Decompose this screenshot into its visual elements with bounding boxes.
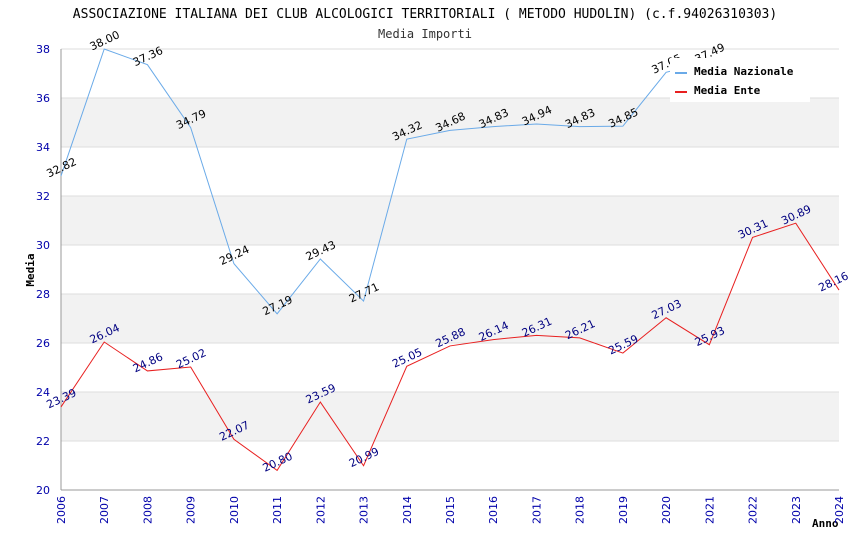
x-tick-label: 2011 [271, 496, 284, 524]
chart-title: ASSOCIAZIONE ITALIANA DEI CLUB ALCOLOGIC… [73, 7, 777, 22]
y-tick-label: 24 [36, 386, 50, 399]
y-tick-label: 32 [36, 190, 50, 203]
x-tick-label: 2010 [228, 496, 241, 524]
y-tick-label: 26 [36, 337, 50, 350]
x-tick-label: 2014 [401, 496, 414, 524]
x-tick-label: 2013 [358, 496, 371, 524]
data-label: 24.86 [131, 350, 165, 375]
x-tick-label: 2021 [703, 496, 716, 524]
legend: Media Nazionale Media Ente [670, 58, 810, 102]
legend-label-media-nazionale: Media Nazionale [694, 65, 794, 78]
x-tick-label: 2023 [790, 496, 803, 524]
chart-subtitle: Media Importi [378, 27, 472, 41]
data-label: 25.05 [390, 346, 424, 371]
x-tick-label: 2019 [617, 496, 630, 524]
background-band [61, 294, 839, 343]
y-axis-label: Media [24, 253, 37, 286]
x-tick-labels: 2006 2007 2008 2009 2010 2011 2012 2013 2014 2015… [55, 496, 846, 524]
y-tick-label: 20 [36, 484, 50, 497]
y-tick-label: 38 [36, 43, 50, 56]
background-band [61, 196, 839, 245]
y-tick-label: 36 [36, 92, 50, 105]
data-label: 28.16 [816, 269, 850, 294]
series-lines [60, 48, 840, 472]
y-tick-labels: 20 22 24 26 28 30 32 34 36 38 [36, 43, 50, 497]
series-line-media-ente [60, 222, 840, 472]
background-band [61, 98, 839, 147]
x-axis-label: Anno [812, 517, 839, 530]
x-tick-label: 2024 [833, 496, 846, 524]
gridlines [61, 48, 839, 491]
x-tick-label: 2016 [487, 496, 500, 524]
x-tick-label: 2017 [530, 496, 543, 524]
x-tick-label: 2006 [55, 496, 68, 524]
x-tick-label: 2020 [660, 496, 673, 524]
legend-box [670, 58, 810, 102]
data-label: 20.80 [261, 450, 295, 475]
x-tick-label: 2009 [185, 496, 198, 524]
x-tick-label: 2022 [747, 496, 760, 524]
x-tick-label: 2007 [98, 496, 111, 524]
legend-label-media-ente: Media Ente [694, 84, 761, 97]
y-tick-label: 28 [36, 288, 50, 301]
x-tick-label: 2015 [444, 496, 457, 524]
background-band [61, 392, 839, 441]
y-tick-label: 22 [36, 435, 50, 448]
x-tick-label: 2008 [141, 496, 154, 524]
x-tick-label: 2012 [314, 496, 327, 524]
axes [60, 49, 839, 491]
y-tick-label: 34 [36, 141, 50, 154]
series-line-media-nazionale [60, 48, 710, 315]
x-tick-label: 2018 [574, 496, 587, 524]
y-tick-label: 30 [36, 239, 50, 252]
plot-background-bands [61, 98, 839, 441]
data-label: 32.82 [44, 155, 78, 180]
